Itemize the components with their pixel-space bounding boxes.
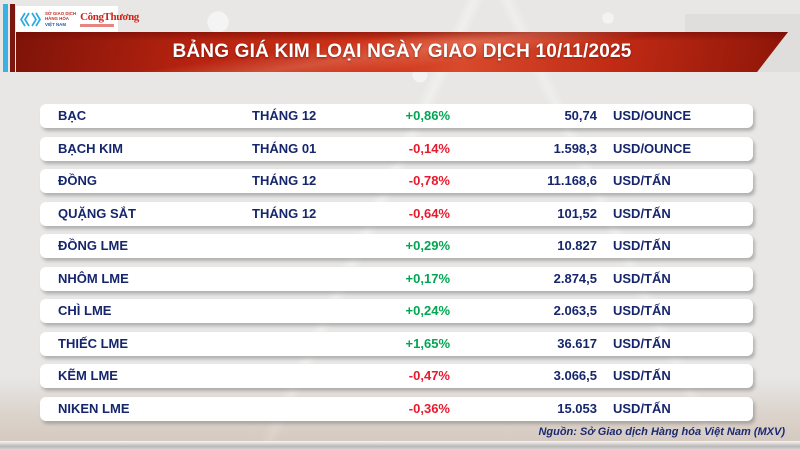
change-percent-cell: -0,47% <box>408 368 450 383</box>
price-cell: 3.066,5 <box>553 368 597 383</box>
unit-cell: USD/OUNCE <box>613 108 692 123</box>
unit-cell: USD/TẤN <box>613 303 671 318</box>
unit-cell: USD/TẤN <box>613 173 671 188</box>
price-cell: 2.063,5 <box>553 303 597 318</box>
contract-month-cell: THÁNG 12 <box>252 108 317 123</box>
unit-cell: USD/TẤN <box>613 400 671 416</box>
unit-cell: USD/OUNCE <box>613 140 692 156</box>
metal-name-cell: CHÌ LME <box>58 303 112 318</box>
metal-name-cell: BẠC <box>58 108 87 123</box>
price-cell: 15.053 <box>557 400 597 416</box>
contract-month-cell: THÁNG 01 <box>252 140 317 156</box>
change-percent-cell: +0,24% <box>405 303 450 318</box>
contract-month-cell: THÁNG 12 <box>252 173 317 188</box>
unit-cell: USD/TẤN <box>613 238 671 253</box>
table-row: CHÌ LME +0,24% 2.063,5 USD/TẤN <box>40 299 753 323</box>
change-percent-cell: -0,64% <box>408 205 450 221</box>
table-row: ĐỒNG LME +0,29% 10.827 USD/TẤN <box>40 234 753 258</box>
change-percent-cell: -0,36% <box>408 400 450 416</box>
title-banner: BẢNG GIÁ KIM LOẠI NGÀY GIAO DỊCH 10/11/2… <box>16 32 788 72</box>
metal-name-cell: NHÔM LME <box>58 270 129 286</box>
metal-name-cell: ĐỒNG <box>58 173 97 188</box>
price-cell: 2.874,5 <box>553 270 597 286</box>
price-cell: 10.827 <box>557 238 597 253</box>
change-percent-cell: +1,65% <box>405 335 450 351</box>
table-row: BẠC THÁNG 12 +0,86% 50,74 USD/OUNCE <box>40 104 753 128</box>
congthuong-logo: CôngThương <box>80 10 139 27</box>
metal-name-cell: QUẶNG SẮT <box>58 205 136 221</box>
table-row: QUẶNG SẮT THÁNG 12 -0,64% 101,52 USD/TẤN <box>40 201 753 226</box>
mxv-text-line2: HÀNG HÓA <box>45 16 69 22</box>
table-row: THIẾC LME +1,65% 36.617 USD/TẤN <box>40 331 753 356</box>
metal-name-cell: KẼM LME <box>58 368 118 383</box>
metal-name-cell: ĐỒNG LME <box>58 238 129 253</box>
price-table: BẠC THÁNG 12 +0,86% 50,74 USD/OUNCE BẠCH… <box>40 104 753 421</box>
price-cell: 36.617 <box>557 335 597 351</box>
unit-cell: USD/TẤN <box>613 270 671 286</box>
table-row: ĐỒNG THÁNG 12 -0,78% 11.168,6 USD/TẤN <box>40 169 753 193</box>
mxv-text-line3: VIỆT NAM <box>45 21 66 27</box>
price-cell: 11.168,6 <box>547 173 597 188</box>
change-percent-cell: -0,78% <box>408 173 450 188</box>
left-stripe-cyan <box>3 4 8 72</box>
bottom-edge-strip <box>0 441 800 450</box>
mxv-logo-text: SỞ GIAO DỊCH HÀNG HÓA VIỆT NAM <box>45 11 76 27</box>
unit-cell: USD/TẤN <box>613 368 671 383</box>
unit-cell: USD/TẤN <box>613 335 671 351</box>
logo-plate: SỞ GIAO DỊCH HÀNG HÓA VIỆT NAM CôngThươn… <box>16 6 139 32</box>
metal-name-cell: THIẾC LME <box>58 335 129 351</box>
price-cell: 101,52 <box>557 205 597 221</box>
change-percent-cell: -0,14% <box>408 140 450 156</box>
price-cell: 1.598,3 <box>553 140 597 156</box>
table-row: KẼM LME -0,47% 3.066,5 USD/TẤN <box>40 364 753 388</box>
table-row: BẠCH KIM THÁNG 01 -0,14% 1.598,3 USD/OUN… <box>40 136 753 161</box>
metal-name-cell: BẠCH KIM <box>58 140 123 156</box>
mxv-logo-icon <box>20 12 41 26</box>
unit-cell: USD/TẤN <box>613 205 671 221</box>
change-percent-cell: +0,86% <box>405 108 450 123</box>
change-percent-cell: +0,29% <box>405 238 450 253</box>
contract-month-cell: THÁNG 12 <box>252 205 317 221</box>
left-stripe-maroon <box>10 4 15 72</box>
mxv-text-line1: SỞ GIAO DỊCH <box>45 11 77 17</box>
price-cell: 50,74 <box>564 108 597 123</box>
congthuong-logo-subline <box>80 23 115 27</box>
table-row: NHÔM LME +0,17% 2.874,5 USD/TẤN <box>40 266 753 291</box>
source-note: Nguồn: Sở Giao dịch Hàng hóa Việt Nam (M… <box>538 426 785 438</box>
change-percent-cell: +0,17% <box>405 270 450 286</box>
table-row: NIKEN LME -0,36% 15.053 USD/TẤN <box>40 396 753 421</box>
metal-name-cell: NIKEN LME <box>58 400 130 416</box>
congthuong-logo-text: CôngThương <box>80 10 139 23</box>
page-title: BẢNG GIÁ KIM LOẠI NGÀY GIAO DỊCH 10/11/2… <box>172 41 632 62</box>
